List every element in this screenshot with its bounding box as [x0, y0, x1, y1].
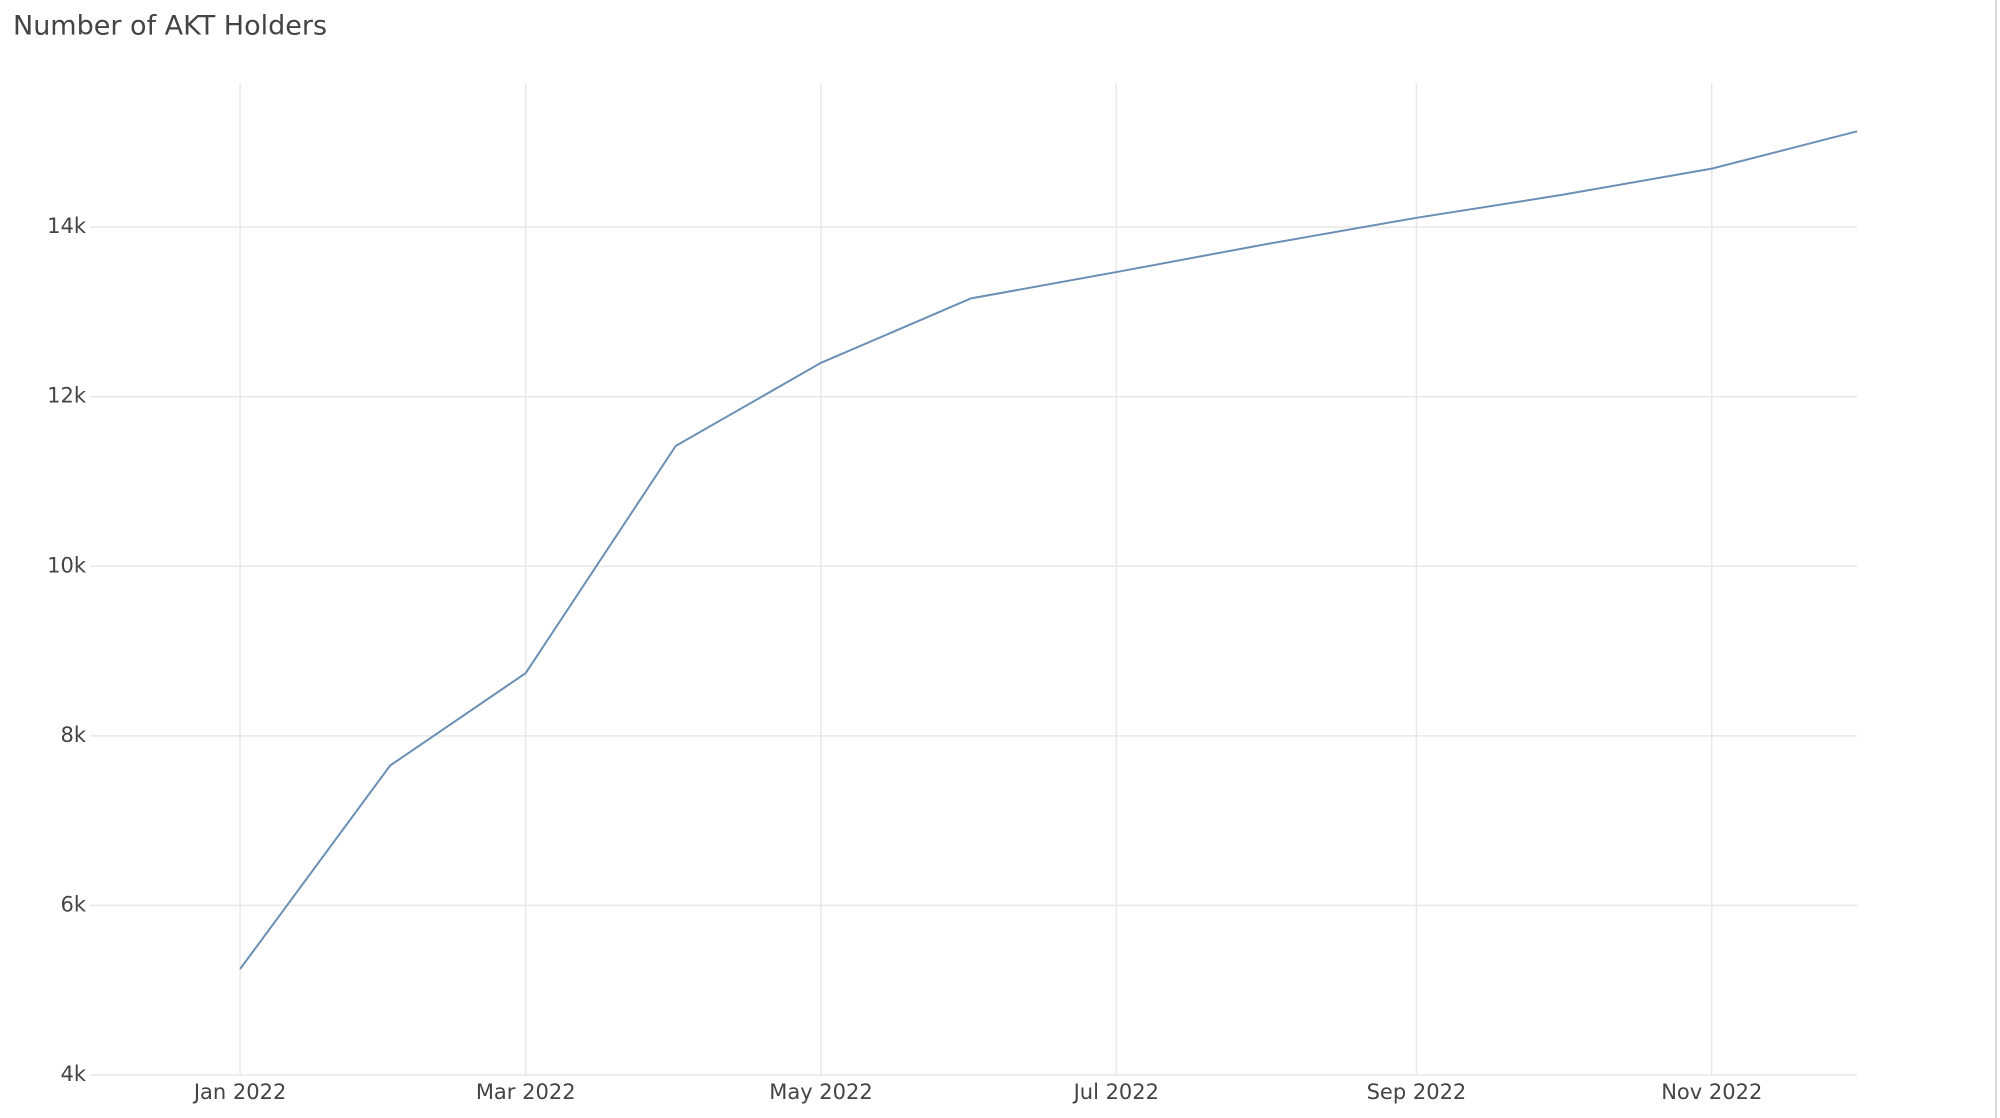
- x-tick-label: Sep 2022: [1367, 1080, 1467, 1104]
- data-line: [239, 130, 1858, 970]
- y-tick-label: 8k: [60, 723, 86, 747]
- y-tick-label: 6k: [60, 892, 86, 916]
- y-tick-label: 10k: [47, 553, 87, 577]
- y-tick-label: 14k: [47, 214, 87, 238]
- x-tick-label: May 2022: [769, 1080, 873, 1104]
- y-tick-label: 4k: [60, 1062, 86, 1086]
- x-tick-label: Jan 2022: [192, 1080, 287, 1104]
- y-tick-label: 12k: [47, 384, 87, 408]
- x-tick-label: Jul 2022: [1072, 1080, 1159, 1104]
- chart-title: Number of AKT Holders: [13, 11, 327, 42]
- x-tick-label: Nov 2022: [1661, 1080, 1762, 1104]
- x-tick-label: Mar 2022: [476, 1080, 576, 1104]
